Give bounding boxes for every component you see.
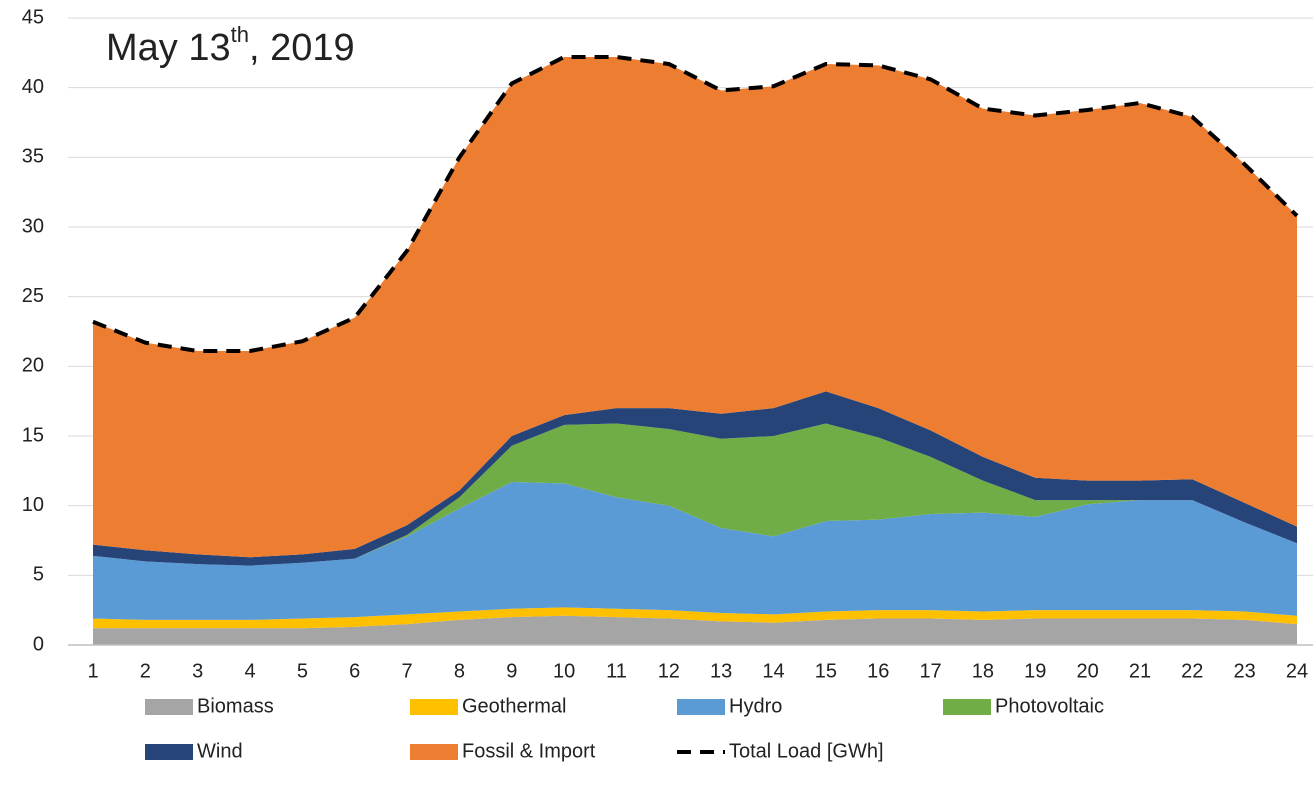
legend-swatch	[145, 699, 193, 715]
area	[93, 481, 1297, 620]
legend-swatch	[943, 699, 991, 715]
legend-label: Photovoltaic	[995, 695, 1104, 717]
total-line	[92, 55, 1299, 354]
x-tick-label: 24	[1286, 660, 1308, 682]
x-tick-label: 1	[87, 660, 98, 682]
x-tick-label: 15	[815, 660, 837, 682]
x-tick-label: 3	[192, 660, 203, 682]
x-tick-label: 20	[1076, 660, 1098, 682]
y-tick-label: 40	[22, 76, 44, 98]
x-tick-label: 10	[553, 660, 575, 682]
x-tick-label: 6	[349, 660, 360, 682]
y-tick-label: 20	[22, 355, 44, 377]
y-tick-label: 15	[22, 424, 44, 446]
x-tick-label: 8	[454, 660, 465, 682]
y-tick-label: 25	[22, 285, 44, 307]
legend-label: Fossil & Import	[462, 740, 596, 762]
x-tick-label: 4	[244, 660, 255, 682]
x-tick-label: 16	[867, 660, 889, 682]
area	[93, 57, 1297, 558]
legend-label: Total Load [GWh]	[729, 740, 884, 762]
legend-swatch	[677, 699, 725, 715]
legend-swatch	[145, 744, 193, 760]
legend-label: Geothermal	[462, 695, 567, 717]
legend-label: Wind	[197, 740, 243, 762]
x-tick-label: 19	[1024, 660, 1046, 682]
x-tick-label: 11	[606, 660, 627, 682]
x-tick-label: 14	[762, 660, 784, 682]
x-tick-label: 22	[1181, 660, 1203, 682]
y-tick-label: 35	[22, 146, 44, 168]
legend-swatch	[410, 699, 458, 715]
y-tick-label: 45	[22, 6, 44, 28]
area	[93, 607, 1297, 629]
x-tick-label: 17	[919, 660, 941, 682]
y-tick-label: 5	[33, 564, 44, 586]
y-tick-label: 0	[33, 633, 44, 655]
x-tick-label: 21	[1129, 660, 1151, 682]
x-tick-label: 23	[1234, 660, 1256, 682]
x-tick-label: 13	[710, 660, 732, 682]
y-tick-label: 30	[22, 215, 44, 237]
legend-label: Biomass	[197, 695, 274, 717]
x-tick-label: 5	[297, 660, 308, 682]
x-tick-label: 18	[972, 660, 994, 682]
title-end: , 2019	[249, 27, 355, 69]
title-sup: th	[231, 22, 249, 47]
x-tick-label: 2	[140, 660, 151, 682]
legend-label: Hydro	[729, 695, 782, 717]
legend-swatch	[410, 744, 458, 760]
area	[93, 391, 1297, 566]
area	[93, 423, 1297, 566]
x-tick-label: 9	[506, 660, 517, 682]
x-tick-label: 7	[402, 660, 413, 682]
title-main: May 13	[106, 27, 231, 69]
x-tick-label: 12	[658, 660, 680, 682]
y-tick-label: 10	[22, 494, 44, 516]
chart-title: May 13th, 2019	[106, 22, 355, 69]
area	[93, 615, 1297, 645]
